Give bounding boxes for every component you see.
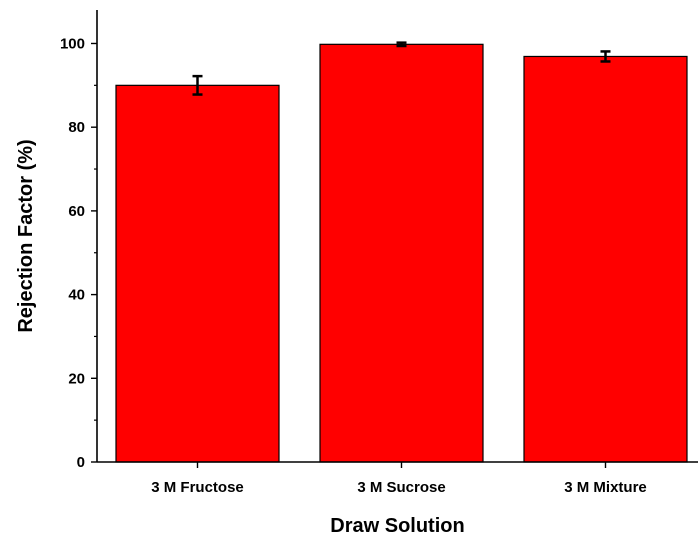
- x-category-label: 3 M Fructose: [151, 479, 244, 496]
- y-ticks-layer: 0 20 40 60 80 100: [60, 35, 97, 471]
- error-bars-layer: [192, 41, 611, 96]
- bar: [319, 43, 484, 463]
- error-bar: [600, 50, 611, 63]
- bar: [523, 55, 688, 463]
- y-tick-label: 80: [68, 119, 85, 136]
- y-tick-label: 60: [68, 203, 85, 220]
- y-tick-label: 100: [60, 35, 85, 52]
- y-tick-label: 40: [68, 287, 85, 304]
- y-tick-label: 20: [68, 370, 85, 387]
- error-bar: [396, 41, 407, 48]
- x-axis-title: Draw Solution: [330, 515, 464, 533]
- error-bar: [192, 74, 203, 96]
- x-category-label: 3 M Mixture: [564, 479, 647, 496]
- x-category-labels: 3 M Fructose 3 M Sucrose 3 M Mixture: [151, 462, 647, 496]
- bars-layer: [115, 43, 688, 463]
- bar: [115, 84, 280, 463]
- x-category-label: 3 M Sucrose: [357, 479, 445, 496]
- y-axis-title: Rejection Factor (%): [15, 139, 37, 332]
- y-tick-label: 0: [77, 454, 85, 471]
